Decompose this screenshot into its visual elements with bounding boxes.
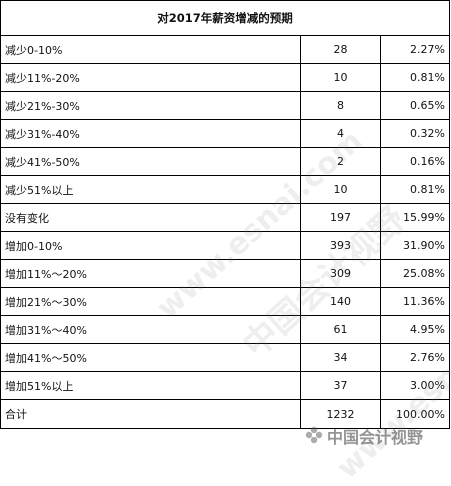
- row-percent: 0.65%: [380, 91, 450, 120]
- table-row: 合计 1232 100.00%: [0, 399, 450, 429]
- row-label: 增加21%～30%: [0, 287, 301, 316]
- table-row: 增加31%～40% 61 4.95%: [0, 315, 450, 344]
- table-body: 减少0-10% 28 2.27% 减少11%-20% 10 0.81% 减少21%-30% 8…: [0, 35, 450, 429]
- table-row: 减少11%-20% 10 0.81%: [0, 63, 450, 92]
- row-label: 增加41%～50%: [0, 343, 301, 372]
- row-label: 增加51%以上: [0, 371, 301, 400]
- row-count: 8: [300, 91, 381, 120]
- row-percent: 2.76%: [380, 343, 450, 372]
- row-label: 增加31%～40%: [0, 315, 301, 344]
- row-label: 增加11%～20%: [0, 259, 301, 288]
- row-label: 减少11%-20%: [0, 63, 301, 92]
- row-percent: 0.16%: [380, 147, 450, 176]
- row-label: 减少21%-30%: [0, 91, 301, 120]
- table-title: 对2017年薪资增减的预期: [0, 0, 450, 36]
- table-row: 减少31%-40% 4 0.32%: [0, 119, 450, 148]
- salary-expectation-table: 对2017年薪资增减的预期 减少0-10% 28 2.27% 减少11%-20% 10 0…: [0, 0, 450, 429]
- row-percent: 0.32%: [380, 119, 450, 148]
- row-count: 140: [300, 287, 381, 316]
- row-percent: 25.08%: [380, 259, 450, 288]
- row-count: 37: [300, 371, 381, 400]
- row-percent: 4.95%: [380, 315, 450, 344]
- row-percent: 31.90%: [380, 231, 450, 260]
- table-row: 减少0-10% 28 2.27%: [0, 35, 450, 64]
- row-label: 减少51%以上: [0, 175, 301, 204]
- row-count: 197: [300, 203, 381, 232]
- table-row: 增加11%～20% 309 25.08%: [0, 259, 450, 288]
- row-label: 减少0-10%: [0, 35, 301, 64]
- row-percent: 100.00%: [380, 399, 450, 429]
- row-label: 减少31%-40%: [0, 119, 301, 148]
- row-percent: 15.99%: [380, 203, 450, 232]
- table-row: 减少41%-50% 2 0.16%: [0, 147, 450, 176]
- row-count: 309: [300, 259, 381, 288]
- table-row: 减少21%-30% 8 0.65%: [0, 91, 450, 120]
- row-count: 61: [300, 315, 381, 344]
- row-percent: 0.81%: [380, 63, 450, 92]
- row-label: 合计: [0, 399, 301, 429]
- table-title-row: 对2017年薪资增减的预期: [0, 0, 450, 36]
- table-row: 减少51%以上 10 0.81%: [0, 175, 450, 204]
- row-count: 10: [300, 63, 381, 92]
- row-percent: 11.36%: [380, 287, 450, 316]
- row-count: 2: [300, 147, 381, 176]
- row-percent: 3.00%: [380, 371, 450, 400]
- row-percent: 0.81%: [380, 175, 450, 204]
- row-label: 没有变化: [0, 203, 301, 232]
- row-label: 增加0-10%: [0, 231, 301, 260]
- row-count: 28: [300, 35, 381, 64]
- row-count: 4: [300, 119, 381, 148]
- row-percent: 2.27%: [380, 35, 450, 64]
- table-row: 增加21%～30% 140 11.36%: [0, 287, 450, 316]
- table-row: 没有变化 197 15.99%: [0, 203, 450, 232]
- table-row: 增加0-10% 393 31.90%: [0, 231, 450, 260]
- row-label: 减少41%-50%: [0, 147, 301, 176]
- row-count: 34: [300, 343, 381, 372]
- row-count: 393: [300, 231, 381, 260]
- table-row: 增加51%以上 37 3.00%: [0, 371, 450, 400]
- row-count: 10: [300, 175, 381, 204]
- row-count: 1232: [300, 399, 381, 429]
- table-row: 增加41%～50% 34 2.76%: [0, 343, 450, 372]
